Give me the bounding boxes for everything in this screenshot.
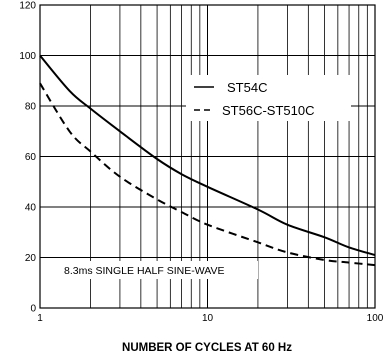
y-tick-label: 60 — [25, 152, 37, 163]
legend-label-st56c-st510c: ST56C-ST510C — [222, 103, 314, 118]
x-tick-label: 100 — [367, 313, 384, 324]
annotation-box — [60, 261, 258, 279]
annotation: 8.3ms SINGLE HALF SINE-WAVE — [60, 261, 258, 279]
legend-label-st54c: ST54C — [227, 80, 267, 95]
y-tick-label: 100 — [19, 51, 36, 62]
series-line-st56c-st510c — [39, 82, 376, 267]
plot-frame — [39, 4, 376, 309]
y-tick-label: 20 — [25, 253, 37, 264]
y-tick-label: 120 — [19, 1, 36, 12]
y-tick-label: 40 — [25, 203, 37, 214]
y-tick-labels: 0 20 40 60 80 100 120 — [19, 1, 36, 315]
x-tick-labels: 1 10 100 — [37, 313, 384, 324]
series-lines — [39, 54, 376, 267]
y-tick-label: 0 — [30, 304, 36, 315]
grid — [39, 4, 376, 309]
x-axis-label: NUMBER OF CYCLES AT 60 Hz — [122, 342, 292, 354]
annotation-text: 8.3ms SINGLE HALF SINE-WAVE — [64, 265, 224, 277]
x-tick-label: 10 — [202, 313, 214, 324]
x-tick-label: 1 — [37, 313, 43, 324]
y-tick-label: 80 — [25, 102, 37, 113]
legend: ST54C ST56C-ST510C — [186, 75, 351, 121]
series-line-st54c — [39, 54, 376, 256]
legend-box — [186, 75, 351, 121]
